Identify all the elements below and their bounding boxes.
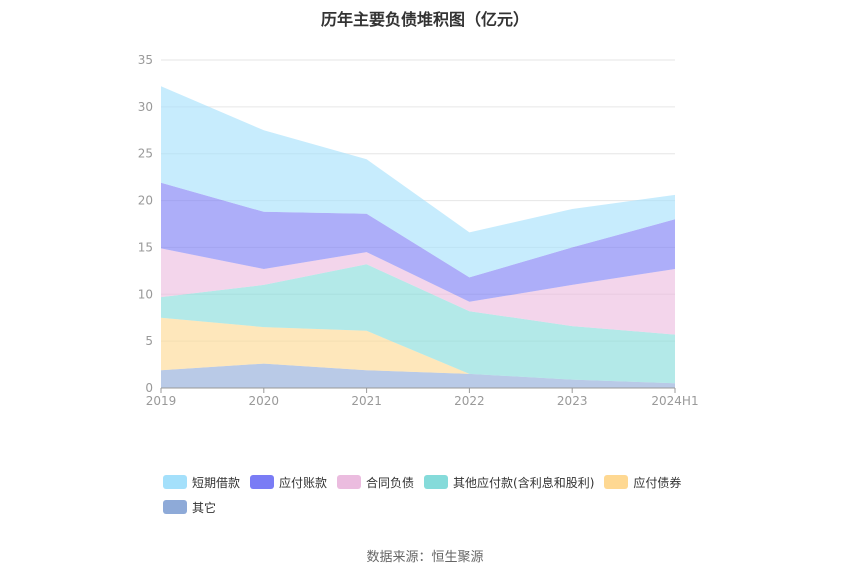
y-tick-label: 15: [138, 240, 153, 254]
legend-swatch: [424, 475, 449, 489]
area-series-短期借款[interactable]: [161, 86, 675, 278]
area-series-应付债券[interactable]: [161, 317, 675, 384]
x-tick-label: 2019: [146, 394, 177, 408]
legend-label: 应付账款: [279, 475, 328, 490]
chart-title: 历年主要负债堆积图（亿元）: [320, 10, 529, 29]
axes: 0 5 10 15 20 25 30 35 2019 2020 2021 2022 2023 2024H1: [138, 53, 699, 408]
legend-swatch: [337, 475, 362, 489]
y-tick-label: 25: [138, 147, 153, 161]
x-tick-label: 2024H1: [651, 394, 698, 408]
legend-item-other[interactable]: 其它: [163, 499, 216, 515]
legend-label: 其它: [192, 500, 217, 515]
legend-swatch: [163, 475, 187, 489]
y-tick-label: 20: [138, 194, 153, 208]
legend-item-other-payables[interactable]: 其他应付款(含利息和股利): [424, 474, 594, 490]
x-tick-label: 2022: [454, 394, 485, 408]
area-series-layer: [161, 86, 675, 388]
area-series-合同负债[interactable]: [161, 248, 675, 335]
data-source-note: 数据来源：恒生聚源: [366, 550, 484, 565]
legend-item-short-term-loans[interactable]: 短期借款: [163, 474, 240, 490]
y-tick-label: 35: [138, 53, 153, 67]
area-series-应付账款[interactable]: [161, 182, 675, 302]
area-series-其他应付款(含利息和股利)[interactable]: [161, 264, 675, 384]
legend-label: 应付债券: [633, 475, 682, 490]
legend-swatch: [604, 475, 629, 489]
x-tick-label: 2020: [249, 394, 280, 408]
y-tick-label: 10: [138, 287, 153, 301]
legend-item-bonds-payable[interactable]: 应付债券: [604, 474, 681, 490]
y-tick-label: 0: [145, 381, 153, 395]
legend-swatch: [163, 500, 187, 514]
chart-legend: 短期借款 应付账款 合同负债 其他应付款(含利息和股利) 应付债券 其它: [163, 474, 723, 515]
legend-item-contract-liabilities[interactable]: 合同负债: [337, 474, 414, 490]
x-tick-label: 2021: [351, 394, 382, 408]
y-tick-label: 5: [145, 334, 153, 348]
area-series-其它[interactable]: [161, 363, 675, 388]
legend-label: 短期借款: [192, 475, 241, 490]
y-tick-label: 30: [138, 100, 153, 114]
legend-swatch: [250, 475, 275, 489]
legend-label: 合同负债: [366, 475, 415, 490]
x-tick-label: 2023: [557, 394, 588, 408]
legend-label: 其他应付款(含利息和股利): [453, 475, 595, 490]
legend-item-accounts-payable[interactable]: 应付账款: [250, 474, 327, 490]
